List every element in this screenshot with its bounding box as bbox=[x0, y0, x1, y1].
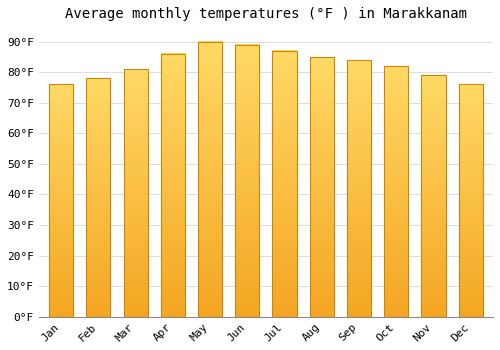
Bar bbox=[458, 84, 483, 317]
Bar bbox=[160, 54, 185, 317]
Bar bbox=[310, 57, 334, 317]
Bar bbox=[347, 60, 371, 317]
Bar bbox=[422, 75, 446, 317]
Bar bbox=[49, 84, 73, 317]
Title: Average monthly temperatures (°F ) in Marakkanam: Average monthly temperatures (°F ) in Ma… bbox=[65, 7, 467, 21]
Bar bbox=[272, 51, 296, 317]
Bar bbox=[384, 66, 408, 317]
Bar bbox=[86, 78, 110, 317]
Bar bbox=[198, 42, 222, 317]
Bar bbox=[124, 69, 148, 317]
Bar bbox=[235, 45, 260, 317]
